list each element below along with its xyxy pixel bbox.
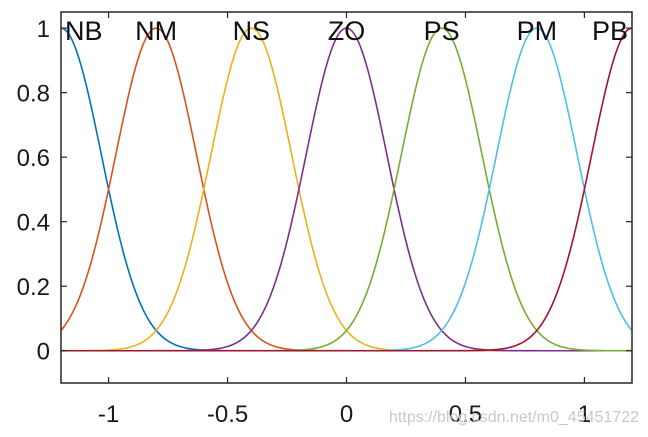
y-tick-label: 0.4	[17, 210, 50, 237]
x-tick-label: -0.5	[207, 401, 248, 428]
y-tick-label: 0.8	[17, 81, 50, 108]
series-label-zo: ZO	[328, 16, 366, 46]
y-tick-label: 0.6	[17, 145, 50, 172]
watermark-text: https://blog.csdn.net/m0_45451722	[389, 409, 639, 426]
series-line-ns	[61, 27, 632, 352]
y-tick-label: 0.2	[17, 274, 50, 301]
series-label-ns: NS	[233, 16, 271, 46]
series-label-nb: NB	[65, 16, 103, 46]
series-line-zo	[61, 27, 632, 352]
series-line-pb	[61, 27, 632, 352]
series-label-ps: PS	[424, 16, 460, 46]
x-tick-label: 0.5	[449, 401, 482, 428]
y-tick-label: 1	[37, 16, 50, 43]
series-label-pb: PB	[592, 16, 628, 46]
x-tick-label: 1	[578, 401, 591, 428]
ticks-layer: -1 -0.5 0 0.5 1 0 0.2 0.4 0.6 0.8 1	[17, 12, 632, 428]
y-tick-label: 0	[37, 339, 50, 366]
curves-layer	[61, 27, 632, 352]
axes-box	[60, 11, 633, 384]
x-tick-label: -1	[98, 401, 119, 428]
series-labels-layer: NB NM NS ZO PS PM PB	[65, 16, 628, 46]
series-line-nm	[61, 27, 632, 352]
series-label-pm: PM	[517, 16, 558, 46]
series-line-nb	[61, 27, 632, 352]
series-line-pm	[61, 27, 632, 352]
series-line-ps	[61, 27, 632, 352]
x-tick-label: 0	[340, 401, 353, 428]
series-label-nm: NM	[135, 16, 177, 46]
